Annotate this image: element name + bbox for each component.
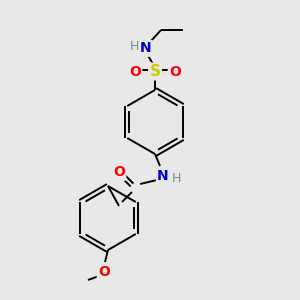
Text: S: S [149,64,161,79]
Text: N: N [157,169,169,182]
Text: O: O [129,64,141,79]
Text: N: N [140,41,152,56]
Text: O: O [169,64,181,79]
Text: H: H [171,172,181,185]
Text: O: O [98,265,110,278]
Text: O: O [113,166,125,179]
Text: H: H [129,40,139,53]
